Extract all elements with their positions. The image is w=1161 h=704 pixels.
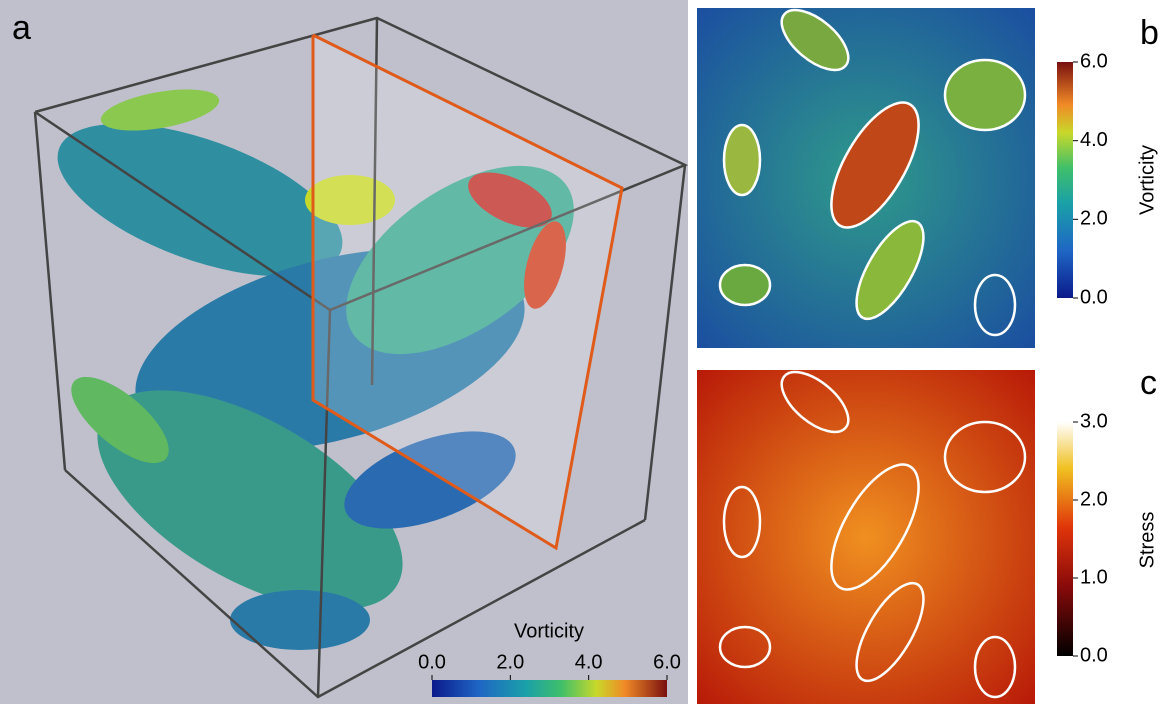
colorbar xyxy=(1057,62,1073,298)
tick-label: 6.0 xyxy=(653,651,681,673)
colorbar-ticks: 0.0 2.0 4.0 6.0 xyxy=(1073,50,1108,308)
tick-label: 4.0 xyxy=(575,651,603,673)
colorbar-ticks: 0.0 1.0 2.0 3.0 xyxy=(1073,410,1108,666)
tick-label: 1.0 xyxy=(1080,566,1108,588)
panel-label: a xyxy=(12,9,31,47)
colorbar-title: Vorticity xyxy=(514,620,584,642)
tick-label: 0.0 xyxy=(1080,286,1108,308)
tick-label: 0.0 xyxy=(1080,644,1108,666)
panel-label: c xyxy=(1140,364,1157,402)
colorbar xyxy=(432,680,667,697)
tick-label: 6.0 xyxy=(1080,50,1108,72)
tick-label: 2.0 xyxy=(1080,208,1108,230)
panel-label: b xyxy=(1140,14,1159,52)
colorbar-title: Vorticity xyxy=(1136,145,1158,215)
tick-label: 2.0 xyxy=(496,651,524,673)
colorbar-title: Stress xyxy=(1136,512,1158,569)
tick-label: 4.0 xyxy=(1080,129,1108,151)
tick-label: 0.0 xyxy=(418,651,446,673)
tick-label: 3.0 xyxy=(1080,410,1108,432)
tick-label: 2.0 xyxy=(1080,488,1108,510)
colorbar xyxy=(1057,422,1073,656)
stress-slice xyxy=(697,370,1035,704)
figure: a Vorticity 0.02.04.06.0 b 0.02.04.06.0 … xyxy=(0,0,1161,704)
